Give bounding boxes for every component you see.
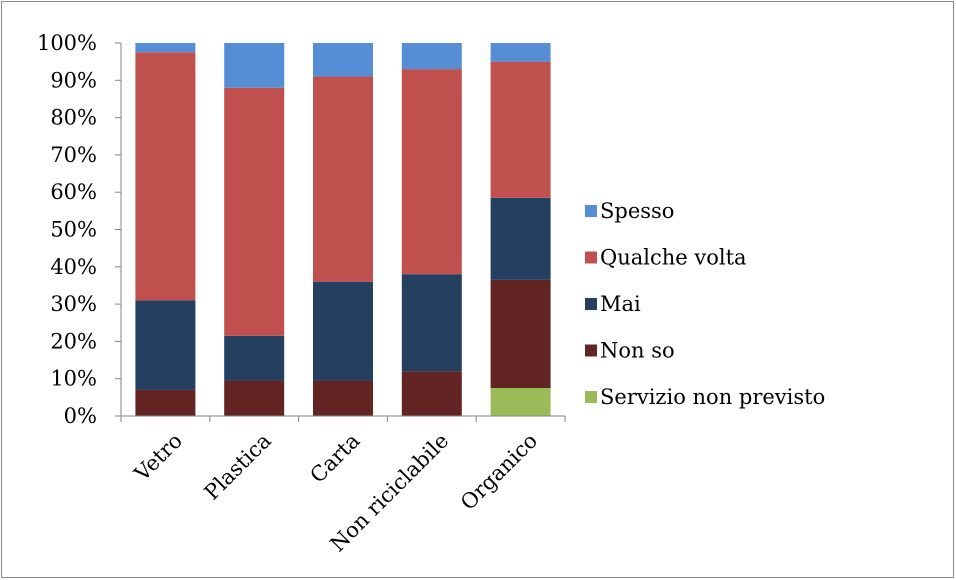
bar-segment-mai xyxy=(135,300,196,390)
bar-segment-non-so xyxy=(490,279,551,389)
bar-segment-spesso xyxy=(313,43,373,77)
legend-label: Mai xyxy=(600,292,641,316)
y-tick-label: 30% xyxy=(50,292,97,316)
legend-label: Servizio non previsto xyxy=(600,385,825,409)
bar-segment-servizio-non-previsto xyxy=(490,388,551,416)
bar-segment-mai xyxy=(313,281,373,381)
bar-segment-mai xyxy=(224,335,285,381)
y-tick-label: 90% xyxy=(50,68,97,92)
legend-swatch xyxy=(585,298,597,310)
y-tick-label: 70% xyxy=(50,143,97,167)
bar-segment-mai xyxy=(490,197,551,280)
bar-segment-qualche-volta xyxy=(313,76,373,282)
x-category-label: Carta xyxy=(305,429,364,488)
y-tick-label: 80% xyxy=(50,106,97,130)
bar-segment-qualche-volta xyxy=(135,52,196,301)
legend-label: Non so xyxy=(600,339,675,363)
bar-segment-non-so xyxy=(224,380,285,416)
y-tick-label: 60% xyxy=(50,180,97,204)
bar-segment-spesso xyxy=(224,43,285,88)
y-tick-label: 20% xyxy=(50,329,97,353)
bar-segment-mai xyxy=(401,274,462,372)
legend-swatch xyxy=(585,344,597,357)
y-tick-label: 40% xyxy=(50,255,97,279)
bar-segment-non-so xyxy=(313,380,373,416)
legend: Spesso Qualche volta Mai Non so Servizio non… xyxy=(585,199,825,409)
bar-segment-spesso xyxy=(401,43,462,70)
bar-segment-qualche-volta xyxy=(224,87,285,336)
legend-swatch xyxy=(585,205,597,217)
legend-swatch xyxy=(585,251,597,264)
y-tick-label: 50% xyxy=(50,218,97,242)
bar-segment-non-so xyxy=(135,389,196,416)
y-axis: 0% 10% 20% 30% 40% 50% 60% 70% 80% 90% 100% xyxy=(37,31,122,428)
x-category-label: Vetro xyxy=(129,429,187,487)
bar-segment-qualche-volta xyxy=(401,69,462,275)
y-tick-label: 10% xyxy=(50,367,97,391)
x-category-label: Organico xyxy=(456,429,542,515)
x-category-label: Plastica xyxy=(200,429,276,505)
y-tick-label: 0% xyxy=(64,404,97,428)
bar-segment-qualche-volta xyxy=(490,61,551,198)
bar-segment-spesso xyxy=(135,43,196,53)
bar-segment-non-so xyxy=(401,371,462,416)
legend-swatch xyxy=(585,391,597,403)
bars xyxy=(135,43,551,416)
y-tick-label: 100% xyxy=(37,31,97,55)
legend-label: Qualche volta xyxy=(600,246,747,270)
legend-label: Spesso xyxy=(600,199,674,223)
bar-segment-spesso xyxy=(490,43,551,62)
